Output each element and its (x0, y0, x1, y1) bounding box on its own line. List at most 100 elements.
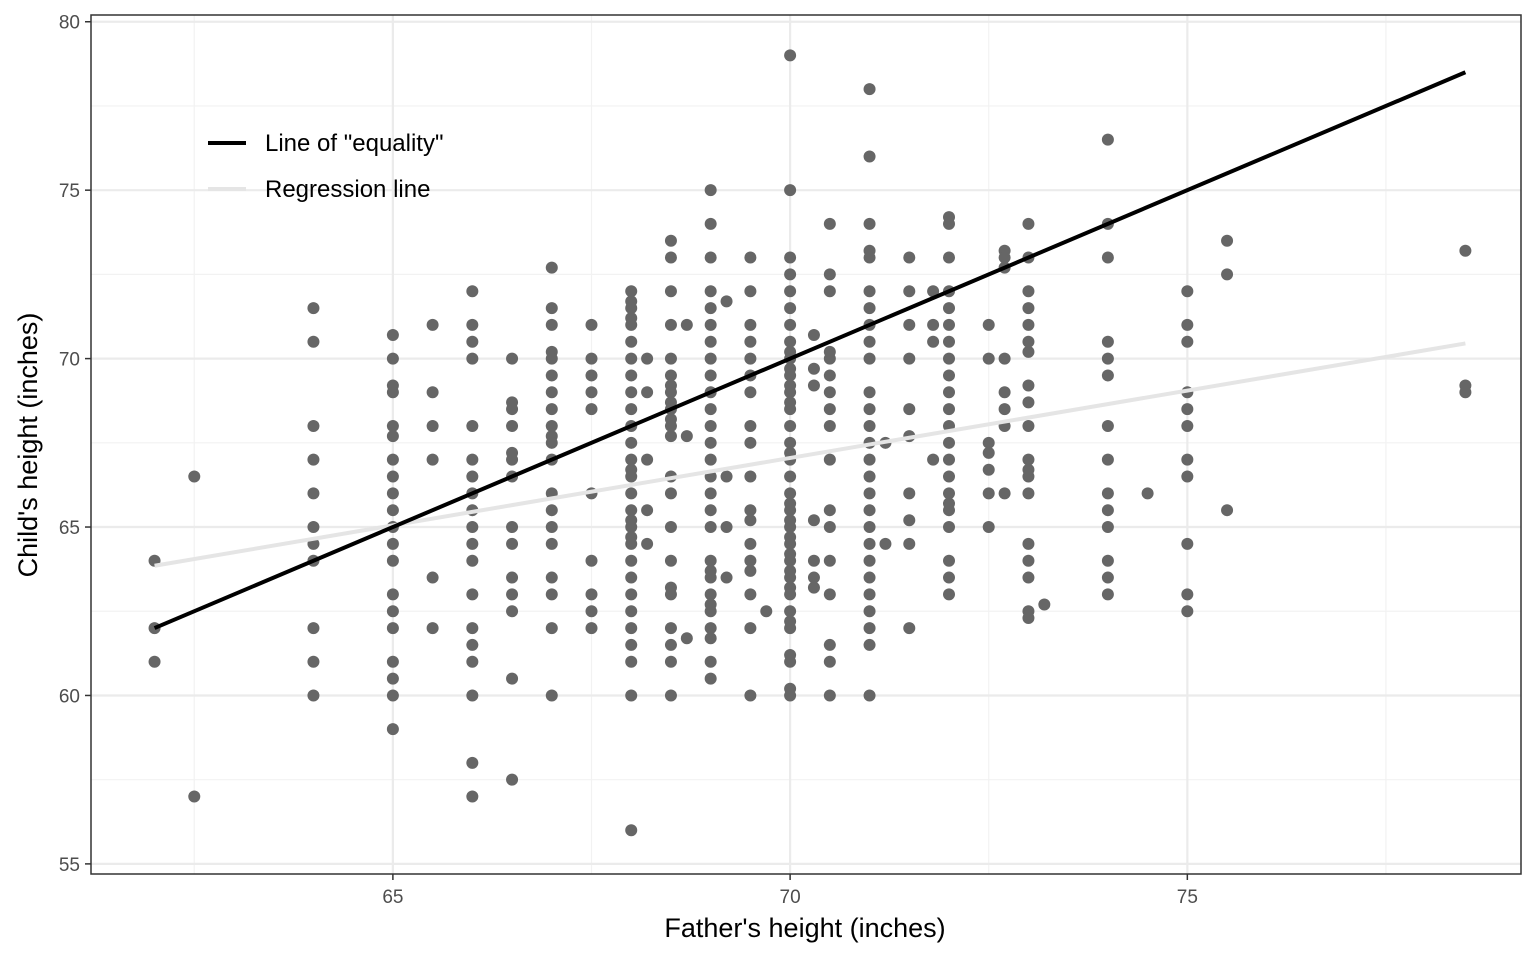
data-point (545, 352, 558, 365)
data-point (386, 504, 399, 517)
data-point (784, 318, 797, 331)
data-point (1101, 487, 1114, 500)
data-point (784, 605, 797, 618)
data-point (744, 504, 757, 517)
data-point (466, 352, 479, 365)
data-point (625, 470, 638, 483)
data-point (823, 217, 836, 230)
data-point (466, 790, 479, 803)
data-point (545, 318, 558, 331)
data-point (1221, 504, 1234, 517)
data-point (784, 369, 797, 382)
data-point (903, 251, 916, 264)
data-point (720, 295, 733, 308)
data-point (784, 504, 797, 517)
data-point (823, 268, 836, 281)
data-point (625, 622, 638, 635)
data-point (466, 689, 479, 702)
data-point (506, 571, 519, 584)
data-point (664, 487, 677, 500)
legend: Line of "equality" Regression line (208, 130, 444, 203)
data-point (823, 504, 836, 517)
data-point (506, 453, 519, 466)
axes: 65 70 75 55 60 65 70 75 80 (59, 13, 1198, 908)
data-point (188, 790, 201, 803)
data-point (704, 419, 717, 432)
data-point (466, 537, 479, 550)
data-point (1459, 386, 1472, 399)
data-point (704, 554, 717, 567)
data-point (863, 150, 876, 163)
data-point (466, 756, 479, 769)
data-point (744, 514, 757, 527)
series-lines (153, 70, 1467, 630)
data-point (585, 318, 598, 331)
data-point (863, 689, 876, 702)
x-tick-label: 70 (780, 887, 801, 908)
data-point (506, 605, 519, 618)
data-point (903, 622, 916, 635)
panel-background (91, 15, 1521, 874)
data-point (720, 521, 733, 534)
data-point (307, 335, 320, 348)
data-point (863, 487, 876, 500)
data-point (545, 521, 558, 534)
data-point (744, 335, 757, 348)
data-point (1221, 234, 1234, 247)
data-point (823, 386, 836, 399)
data-point (863, 622, 876, 635)
data-point (1101, 251, 1114, 264)
data-point (943, 335, 955, 348)
data-point (625, 403, 638, 416)
data-point (744, 251, 757, 264)
data-point (998, 403, 1011, 416)
data-point (927, 285, 940, 298)
data-point (704, 588, 717, 601)
data-point (823, 638, 836, 651)
data-point (784, 285, 797, 298)
data-point (1101, 369, 1114, 382)
data-point (1022, 335, 1035, 348)
data-point (823, 285, 836, 298)
data-point (625, 318, 638, 331)
data-point (386, 554, 399, 567)
data-point (784, 386, 797, 399)
data-point (307, 689, 320, 702)
plot-panel (91, 15, 1521, 874)
data-point (807, 554, 820, 567)
data-point (664, 689, 677, 702)
data-point (784, 521, 797, 534)
data-point (625, 588, 638, 601)
data-point (784, 537, 797, 550)
data-point (625, 352, 638, 365)
data-point (863, 571, 876, 584)
data-point (704, 487, 717, 500)
plot-border (90, 14, 1522, 875)
data-point (807, 581, 820, 594)
data-point (807, 329, 820, 342)
data-point (903, 318, 916, 331)
data-point (426, 571, 439, 584)
data-point (903, 514, 916, 527)
data-point (863, 83, 876, 96)
data-point (1181, 453, 1194, 466)
data-point (307, 487, 320, 500)
data-point (545, 436, 558, 449)
data-point (426, 453, 439, 466)
data-point (863, 251, 876, 264)
data-point (664, 655, 677, 668)
data-point (466, 638, 479, 651)
data-point (704, 318, 717, 331)
data-point (466, 318, 479, 331)
data-point (982, 487, 995, 500)
data-point (943, 386, 955, 399)
data-point (943, 251, 955, 264)
y-tick-label: 65 (59, 518, 80, 539)
data-point (784, 436, 797, 449)
data-point (863, 554, 876, 567)
data-point (704, 571, 717, 584)
data-point (1022, 379, 1035, 392)
data-point (943, 436, 955, 449)
x-axis-title: Father's height (inches) (664, 913, 945, 943)
data-point (704, 622, 717, 635)
